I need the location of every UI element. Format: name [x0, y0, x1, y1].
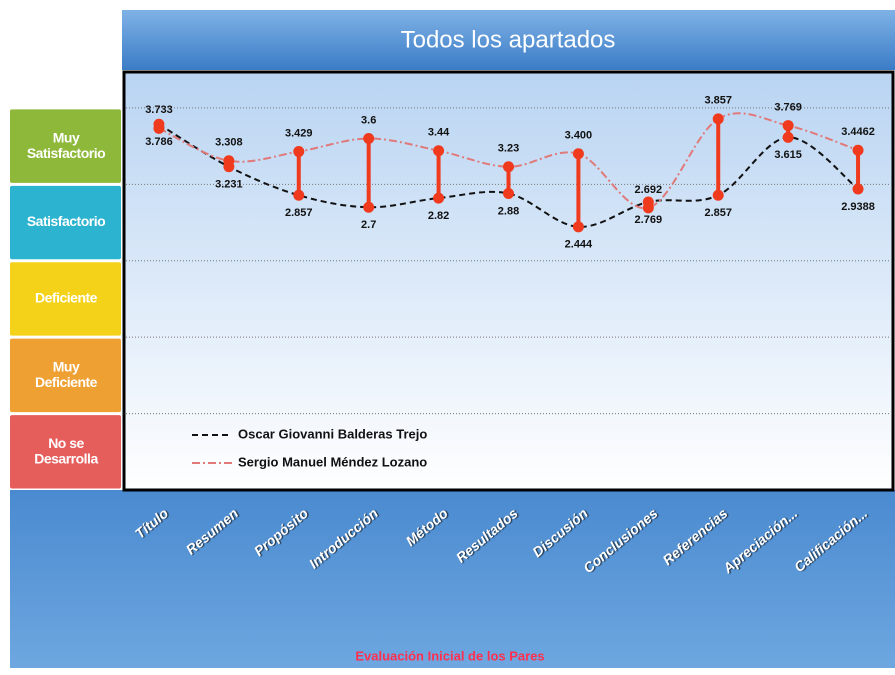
y-band — [10, 262, 121, 336]
point — [782, 131, 794, 143]
y-band — [10, 109, 121, 183]
data-label: 2.857 — [704, 207, 732, 219]
y-band-label: Muy Deficiente — [35, 358, 98, 389]
point — [223, 155, 235, 167]
point — [153, 122, 165, 134]
point — [712, 113, 724, 125]
data-label: 3.400 — [565, 130, 593, 142]
legend-label: Oscar Giovanni Balderas Trejo — [238, 426, 427, 441]
point — [433, 192, 445, 204]
data-label: 2.444 — [565, 239, 593, 251]
data-label: 2.769 — [635, 214, 663, 226]
data-label: 2.7 — [361, 219, 376, 231]
point — [503, 161, 514, 173]
data-label: 3.769 — [774, 101, 802, 113]
data-label: 2.88 — [498, 205, 519, 217]
data-label: 3.429 — [285, 127, 313, 139]
point — [433, 145, 445, 157]
series-line — [158, 112, 859, 210]
point — [642, 202, 654, 214]
data-label: 3.231 — [215, 179, 243, 191]
y-band-label: Muy Satisfactorio — [27, 129, 105, 160]
point — [572, 148, 584, 160]
data-label: 2.9388 — [841, 201, 875, 213]
data-label: 3.23 — [498, 143, 519, 155]
data-label: 3.857 — [704, 95, 732, 107]
point — [363, 201, 375, 213]
point — [293, 146, 305, 158]
data-label: 3.6 — [361, 114, 376, 126]
title-banner — [122, 10, 895, 70]
point — [782, 120, 794, 132]
data-label: 2.82 — [428, 210, 449, 222]
legend-label: Sergio Manuel Méndez Lozano — [238, 454, 427, 469]
point — [852, 183, 864, 195]
y-band-label: No se Desarrolla — [34, 435, 98, 466]
data-label: 2.857 — [285, 207, 313, 219]
x-axis-area — [10, 490, 895, 668]
point — [363, 132, 375, 144]
point — [852, 144, 864, 156]
data-label: 3.308 — [215, 137, 243, 149]
data-label: 3.44 — [428, 127, 450, 139]
y-band-label: Satisfactorio — [27, 213, 105, 229]
point — [572, 221, 584, 233]
data-label: 3.4462 — [841, 126, 875, 138]
plot-area — [122, 70, 895, 492]
y-band — [10, 185, 121, 260]
data-label: 3.786 — [145, 136, 173, 148]
point — [503, 188, 514, 200]
point — [293, 189, 305, 201]
data-label: 3.615 — [774, 149, 802, 161]
data-label: 3.733 — [145, 104, 173, 116]
x-axis-label: Evaluación Inicial de los Pares — [355, 648, 544, 663]
y-band — [10, 415, 121, 489]
data-label: 2.692 — [635, 184, 663, 196]
y-band — [10, 338, 121, 413]
point — [712, 189, 724, 201]
y-band-label: Deficiente — [35, 290, 98, 306]
chart-title: Todos los apartados — [401, 26, 616, 53]
